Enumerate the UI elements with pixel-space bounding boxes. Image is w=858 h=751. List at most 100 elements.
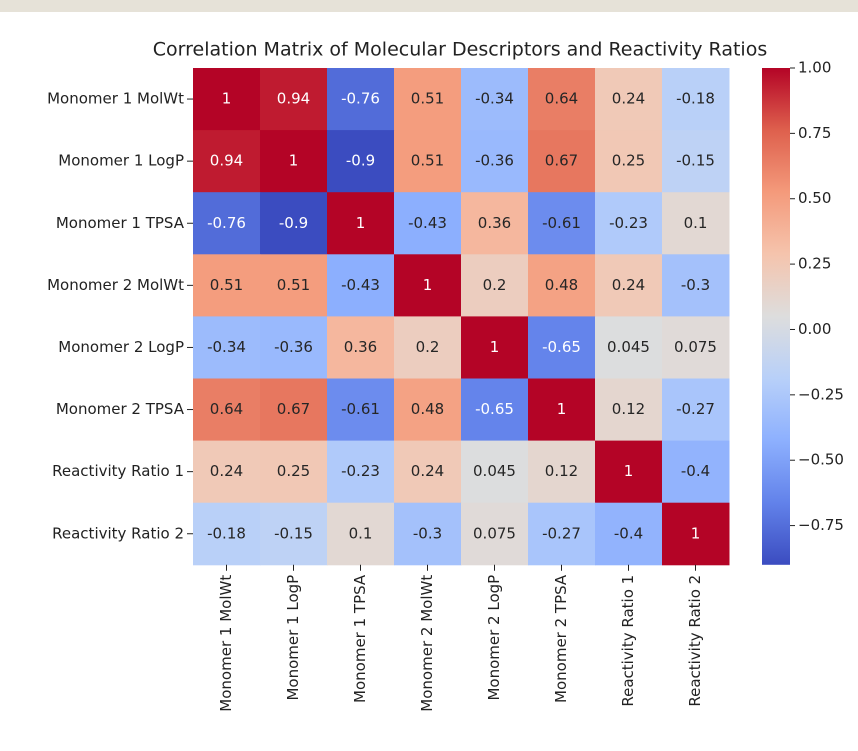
x-tick-label: Monomer 2 TPSA [552, 574, 570, 703]
cell-label: -0.76 [207, 214, 246, 232]
cell-label: -0.36 [274, 338, 313, 356]
heatmap-cell [260, 254, 328, 317]
heatmap-cell [193, 254, 261, 317]
heatmap-cell [461, 192, 529, 255]
cell-label: 0.51 [411, 90, 444, 108]
colorbar-tick-label: −0.50 [798, 451, 844, 469]
cell-label: -0.43 [408, 214, 447, 232]
heatmap-cell [528, 378, 596, 442]
heatmap-cell [193, 130, 261, 193]
cell-label: 0.64 [210, 400, 243, 418]
heatmap-cell [327, 440, 395, 504]
heatmap-cell [461, 378, 529, 442]
cell-label: 0.64 [545, 90, 578, 108]
cell-label: -0.18 [676, 90, 715, 108]
cell-label: 0.48 [411, 400, 444, 418]
y-tick-label: Monomer 1 MolWt [47, 90, 184, 108]
cell-label: 0.94 [210, 152, 243, 170]
cell-label: 1 [356, 214, 366, 232]
colorbar-tick-label: −0.25 [798, 385, 844, 403]
colorbar-tick-label: 0.50 [798, 189, 831, 207]
y-tick-label: Monomer 1 LogP [58, 152, 184, 170]
cell-label: 0.045 [473, 462, 516, 480]
heatmap-cell [394, 254, 462, 317]
heatmap-cell [461, 502, 529, 566]
heatmap-cell [260, 316, 328, 379]
heatmap-cell [662, 378, 730, 442]
cell-label: -0.61 [542, 214, 581, 232]
heatmap-cell [528, 68, 596, 131]
top-strip [0, 0, 858, 12]
cell-label: -0.65 [475, 400, 514, 418]
cell-label: 0.24 [210, 462, 243, 480]
heatmap-cell [461, 254, 529, 317]
heatmap-cell [260, 378, 328, 442]
cell-label: -0.9 [346, 152, 375, 170]
heatmap-cell [260, 502, 328, 566]
colorbar [762, 68, 790, 565]
cell-label: -0.18 [207, 524, 246, 542]
y-tick-label: Monomer 2 LogP [58, 338, 184, 356]
y-tick-label: Monomer 2 MolWt [47, 276, 184, 294]
cell-label: 0.94 [277, 90, 310, 108]
cell-label: -0.43 [341, 276, 380, 294]
heatmap-cell [327, 192, 395, 255]
cell-label: 0.25 [277, 462, 310, 480]
heatmap-cell [394, 440, 462, 504]
heatmap-cell [327, 316, 395, 379]
chart-title: Correlation Matrix of Molecular Descript… [153, 39, 768, 61]
cell-label: -0.27 [542, 524, 581, 542]
cell-label: 1 [691, 524, 701, 542]
heatmap-cell [461, 440, 529, 504]
cell-label: -0.3 [681, 276, 710, 294]
cell-label: -0.3 [413, 524, 442, 542]
heatmap-cell [461, 130, 529, 193]
cell-label: -0.23 [341, 462, 380, 480]
heatmap-cell [193, 378, 261, 442]
heatmap-cell [528, 440, 596, 504]
heatmap-cell [662, 502, 730, 566]
heatmap-cell [260, 440, 328, 504]
heatmap-cell [394, 130, 462, 193]
cell-label: 0.2 [416, 338, 440, 356]
heatmap-cell [595, 440, 663, 504]
heatmap-cell [528, 130, 596, 193]
heatmap-cell [394, 316, 462, 379]
cell-label: -0.65 [542, 338, 581, 356]
cell-label: 0.51 [277, 276, 310, 294]
cell-label: 0.48 [545, 276, 578, 294]
cell-label: -0.15 [676, 152, 715, 170]
heatmap-cell [595, 192, 663, 255]
cell-label: 0.67 [277, 400, 310, 418]
cell-label: 0.2 [483, 276, 507, 294]
colorbar-tick-label: 0.75 [798, 124, 831, 142]
cell-label: -0.34 [207, 338, 246, 356]
y-tick-label: Reactivity Ratio 2 [52, 524, 184, 542]
y-tick-label: Reactivity Ratio 1 [52, 462, 184, 480]
cell-label: -0.61 [341, 400, 380, 418]
heatmap-cell [528, 316, 596, 379]
x-tick-label: Monomer 1 LogP [284, 575, 302, 701]
heatmap-cell [327, 254, 395, 317]
x-tick-label: Reactivity Ratio 1 [619, 575, 637, 707]
x-tick-label: Monomer 1 TPSA [351, 574, 369, 703]
heatmap-cell [193, 68, 261, 131]
heatmap-cell [461, 68, 529, 131]
x-tick-label: Monomer 2 MolWt [418, 575, 436, 712]
cell-label: -0.4 [614, 524, 643, 542]
heatmap-cell [461, 316, 529, 379]
cell-label: -0.27 [676, 400, 715, 418]
heatmap-cell [394, 502, 462, 566]
heatmap-cell [595, 130, 663, 193]
y-tick-label: Monomer 2 TPSA [56, 400, 185, 418]
heatmap-cell [528, 192, 596, 255]
cell-label: 0.1 [349, 524, 373, 542]
cell-label: -0.15 [274, 524, 313, 542]
cell-label: 0.075 [473, 524, 516, 542]
heatmap-cell [193, 316, 261, 379]
cell-label: 1 [557, 400, 567, 418]
heatmap-cell [662, 130, 730, 193]
cell-label: 0.12 [612, 400, 645, 418]
heatmap-cell [260, 192, 328, 255]
